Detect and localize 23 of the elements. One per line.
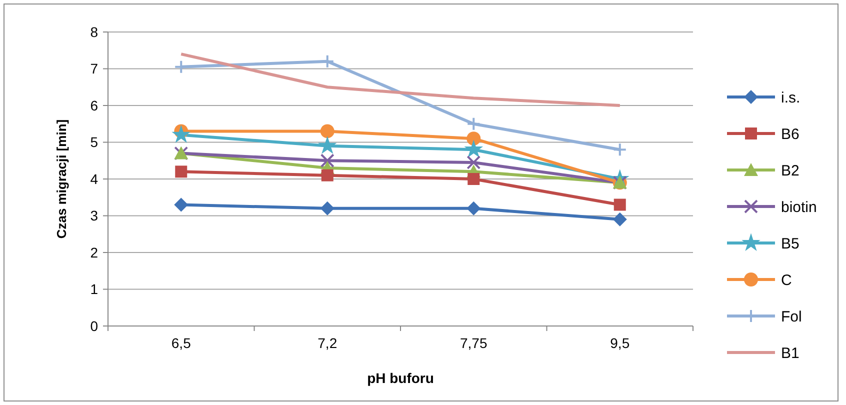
y-tick-label: 0 <box>90 318 98 334</box>
y-tick-label: 6 <box>90 97 98 114</box>
y-tick-label: 5 <box>90 134 98 150</box>
x-tick-label: 6,5 <box>171 335 192 351</box>
y-tick-label: 2 <box>90 244 98 260</box>
x-tick-label: 9,5 <box>610 335 630 351</box>
y-tick-label: 7 <box>90 60 98 77</box>
y-tick-label: 1 <box>90 281 98 298</box>
x-axis-title: pH buforu <box>367 370 434 386</box>
x-tick-label: 7,2 <box>318 335 338 351</box>
legend-label: C <box>781 272 792 289</box>
legend-label: B2 <box>781 162 800 180</box>
y-tick-label: 4 <box>90 170 98 187</box>
y-tick-label: 3 <box>90 208 98 224</box>
x-tick-label: 7,75 <box>460 335 488 351</box>
legend-label: B5 <box>781 235 800 252</box>
legend-label: B6 <box>781 126 800 143</box>
legend-label: B1 <box>781 344 800 362</box>
y-axis-title: Czas migracji [min] <box>54 119 69 239</box>
y-tick-label: 8 <box>90 24 98 40</box>
legend-label: i.s. <box>781 89 800 106</box>
legend-label: biotin <box>781 198 817 216</box>
legend-label: Fol <box>781 308 802 326</box>
